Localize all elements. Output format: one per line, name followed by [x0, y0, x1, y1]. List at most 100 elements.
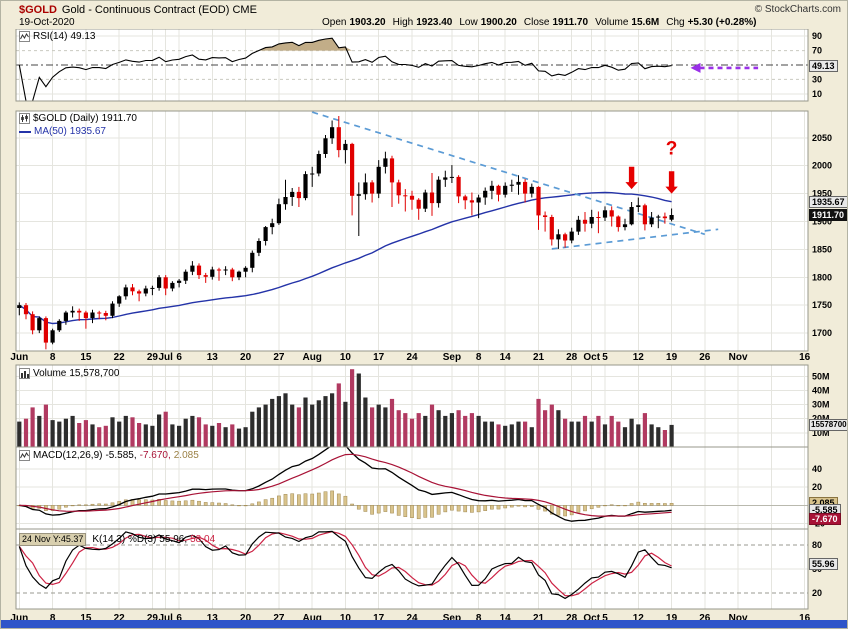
- price-legend-label: $GOLD (Daily): [33, 113, 99, 124]
- indicator-icon: [19, 450, 30, 461]
- svg-text:19: 19: [666, 613, 678, 624]
- svg-text:6: 6: [176, 613, 182, 624]
- price-legend: $GOLD (Daily) 1911.70: [19, 113, 137, 124]
- svg-text:13: 13: [207, 613, 219, 624]
- svg-text:Aug: Aug: [302, 613, 321, 624]
- svg-text:20: 20: [240, 352, 252, 363]
- open-label: Open: [322, 17, 347, 28]
- svg-text:16: 16: [799, 613, 811, 624]
- macd-legend: MACD(12,26,9) -5.585, -7.670, 2.085: [19, 450, 199, 461]
- svg-text:24: 24: [406, 613, 418, 624]
- svg-text:29: 29: [147, 613, 159, 624]
- low-value: 1900.20: [480, 17, 517, 28]
- svg-text:20: 20: [240, 613, 252, 624]
- rsi-legend-label: RSI(14): [33, 31, 68, 42]
- svg-text:6: 6: [176, 352, 182, 363]
- macd-hist-value: 2.085: [173, 450, 199, 461]
- ma50-axis-value-box: 1935.67: [809, 195, 847, 208]
- svg-text:70: 70: [812, 46, 822, 56]
- svg-text:21: 21: [533, 613, 545, 624]
- high-value: 1923.40: [416, 17, 453, 28]
- copyright: © StockCharts.com: [754, 4, 841, 15]
- svg-text:5: 5: [602, 613, 608, 624]
- svg-text:2050: 2050: [812, 133, 832, 143]
- svg-text:10: 10: [812, 89, 822, 99]
- open-value: 1903.20: [349, 17, 386, 28]
- svg-text:1700: 1700: [812, 328, 832, 338]
- svg-text:30M: 30M: [812, 400, 830, 410]
- ma-legend-label: MA(50): [34, 126, 67, 137]
- svg-text:21: 21: [533, 352, 545, 363]
- svg-text:20: 20: [812, 588, 822, 598]
- svg-text:19: 19: [666, 352, 678, 363]
- chart-canvas[interactable]: ? Jun Jun 8 8 15 15 22 22 29 29 Jul Jul 6 6 13 13 20 20 27 2…: [1, 28, 847, 628]
- macd-signal-axis-value-box: -7.670: [809, 513, 841, 526]
- svg-text:50M: 50M: [812, 371, 830, 381]
- svg-text:16: 16: [799, 352, 811, 363]
- svg-text:17: 17: [373, 613, 385, 624]
- svg-text:15: 15: [80, 613, 92, 624]
- svg-text:27: 27: [273, 352, 285, 363]
- svg-text:10: 10: [340, 352, 352, 363]
- svg-text:29: 29: [147, 352, 159, 363]
- svg-text:15: 15: [80, 352, 92, 363]
- low-label: Low: [459, 17, 478, 28]
- macd-value: -5.585,: [105, 450, 137, 461]
- chg-label: Chg: [666, 17, 685, 28]
- svg-text:8: 8: [476, 613, 482, 624]
- svg-text:26: 26: [699, 613, 711, 624]
- svg-text:40: 40: [812, 464, 822, 474]
- svg-text:Oct: Oct: [583, 613, 600, 624]
- svg-text:2000: 2000: [812, 161, 832, 171]
- svg-text:Jul: Jul: [158, 352, 173, 363]
- svg-text:26: 26: [699, 352, 711, 363]
- svg-text:8: 8: [50, 352, 56, 363]
- indicator-icon: [19, 31, 30, 42]
- chart-header: $GOLD Gold - Continuous Contract (EOD) CM…: [19, 4, 843, 17]
- svg-text:5: 5: [602, 352, 608, 363]
- macd-signal-value: -7.670,: [139, 450, 171, 461]
- svg-text:1900: 1900: [812, 217, 832, 227]
- ma-line-swatch: [19, 130, 31, 133]
- volume-legend-value: 15,578,700: [69, 368, 120, 379]
- svg-text:12: 12: [633, 352, 645, 363]
- svg-text:24: 24: [406, 352, 418, 363]
- svg-text:1800: 1800: [812, 272, 832, 282]
- svg-text:Jul: Jul: [158, 613, 173, 624]
- svg-text:1950: 1950: [812, 189, 832, 199]
- volume-legend: Volume 15,578,700: [19, 368, 119, 379]
- svg-text:27: 27: [273, 613, 285, 624]
- stoch-d-value: 58.04: [190, 534, 216, 545]
- svg-text:Aug: Aug: [302, 352, 321, 363]
- price-legend-value: 1911.70: [101, 113, 137, 124]
- close-label: Close: [523, 17, 550, 28]
- svg-text:28: 28: [566, 613, 578, 624]
- volume-legend-label: Volume: [33, 368, 67, 379]
- svg-text:13: 13: [207, 352, 219, 363]
- svg-text:80: 80: [812, 540, 822, 550]
- svg-text:8: 8: [50, 613, 56, 624]
- svg-text:Nov: Nov: [729, 613, 748, 624]
- svg-text:90: 90: [812, 31, 822, 41]
- svg-text:14: 14: [500, 613, 512, 624]
- svg-text:20M: 20M: [812, 414, 830, 424]
- rsi-legend-value: 49.13: [70, 31, 96, 42]
- ohlc-quote: Open 1903.20 High 1923.40 Low 1900.20 Close 191…: [315, 17, 757, 28]
- svg-text:30: 30: [812, 74, 822, 84]
- svg-text:?: ?: [666, 139, 678, 160]
- volume-label: Volume: [595, 17, 629, 28]
- rsi-axis-value-box: 49.13: [809, 59, 838, 72]
- volume-axis-value-box: 15578700: [809, 419, 847, 431]
- svg-text:1750: 1750: [812, 300, 832, 310]
- svg-text:Jun: Jun: [10, 613, 28, 624]
- bottom-blue-bar: [1, 620, 847, 628]
- chart-date: 19-Oct-2020: [19, 17, 75, 28]
- svg-text:Sep: Sep: [443, 613, 461, 624]
- stoch-legend-label: K(14,3) %D(3): [92, 534, 157, 545]
- svg-text:14: 14: [500, 352, 512, 363]
- chart-title: Gold - Continuous Contract (EOD) CME: [61, 4, 257, 16]
- ma-legend-value: 1935.67: [69, 126, 106, 137]
- stoch-legend: 24 Nov Y:45.37 K(14,3) %D(3) 55.96, 58.0…: [19, 533, 215, 546]
- svg-text:Oct: Oct: [583, 352, 600, 363]
